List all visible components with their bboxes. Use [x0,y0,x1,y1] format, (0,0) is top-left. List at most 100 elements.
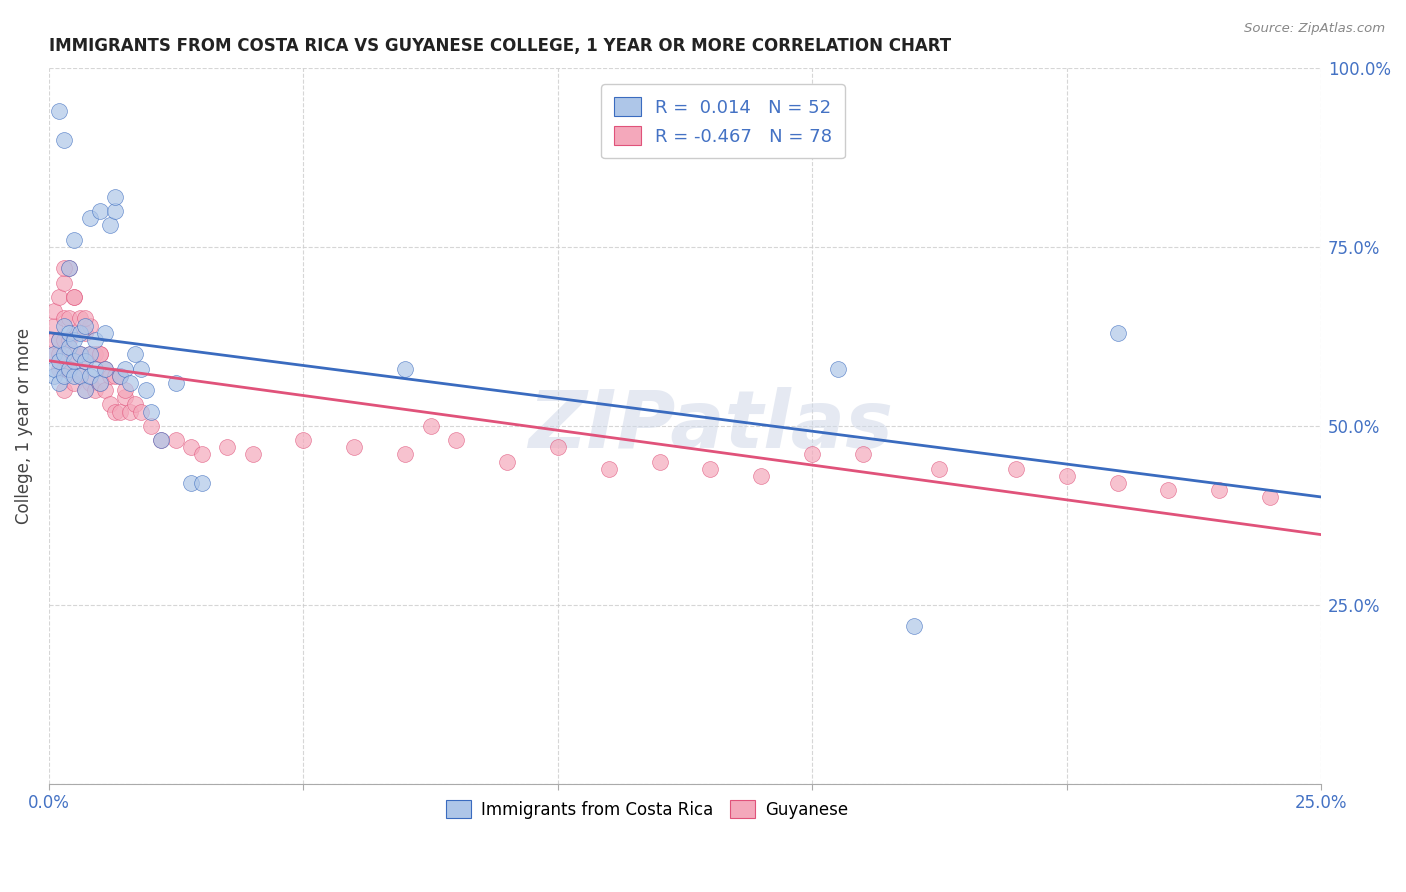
Point [83,383,105,397]
Point [58,261,80,276]
Point [79,368,101,383]
Point [165,433,187,447]
Point [83,347,105,361]
Point [165,376,187,390]
Point [120,404,142,418]
Point [1107,476,1129,491]
Point [98,368,121,383]
Point [48,376,70,390]
Point [215,440,238,454]
Point [343,440,366,454]
Point [83,333,105,347]
Point [108,404,131,418]
Point [180,440,202,454]
Point [58,333,80,347]
Point [94,361,117,376]
Point [48,103,70,118]
Point [69,347,91,361]
Point [63,347,86,361]
Point [53,383,76,397]
Point [42,368,65,383]
Point [89,376,111,390]
Text: ZIPatlas: ZIPatlas [529,387,893,465]
Point [139,418,162,433]
Point [648,455,671,469]
Point [79,376,101,390]
Point [42,347,65,361]
Point [801,448,824,462]
Point [48,290,70,304]
Point [48,333,70,347]
Point [108,368,131,383]
Point [547,440,569,454]
Point [98,397,121,411]
Point [94,361,117,376]
Point [42,347,65,361]
Point [104,190,127,204]
Point [63,326,86,340]
Point [63,376,86,390]
Point [89,347,111,361]
Point [129,404,152,418]
Point [73,326,96,340]
Point [73,383,96,397]
Point [89,204,111,219]
Point [98,219,121,233]
Point [699,462,721,476]
Point [1258,491,1281,505]
Point [496,455,519,469]
Point [73,354,96,368]
Point [69,311,91,326]
Point [1004,462,1026,476]
Point [1056,469,1078,483]
Point [242,448,264,462]
Point [42,333,65,347]
Point [42,304,65,318]
Point [58,326,80,340]
Point [94,383,117,397]
Point [827,361,849,376]
Point [53,368,76,383]
Point [1208,483,1230,498]
Point [48,347,70,361]
Text: IMMIGRANTS FROM COSTA RICA VS GUYANESE COLLEGE, 1 YEAR OR MORE CORRELATION CHART: IMMIGRANTS FROM COSTA RICA VS GUYANESE C… [49,37,950,55]
Point [124,397,146,411]
Point [598,462,620,476]
Point [852,448,875,462]
Y-axis label: College, 1 year or more: College, 1 year or more [15,327,32,524]
Point [94,326,117,340]
Point [73,383,96,397]
Point [135,383,157,397]
Point [104,204,127,219]
Point [394,361,416,376]
Point [104,368,127,383]
Point [53,361,76,376]
Point [928,462,950,476]
Point [73,354,96,368]
Point [63,354,86,368]
Point [83,361,105,376]
Point [58,361,80,376]
Point [58,261,80,276]
Point [108,368,131,383]
Point [120,376,142,390]
Point [79,318,101,333]
Point [89,347,111,361]
Point [69,368,91,383]
Point [48,361,70,376]
Point [89,376,111,390]
Point [190,448,212,462]
Point [53,311,76,326]
Point [749,469,772,483]
Point [114,383,136,397]
Point [58,311,80,326]
Point [180,476,202,491]
Point [444,433,467,447]
Point [104,404,127,418]
Point [292,433,315,447]
Point [48,333,70,347]
Point [190,476,212,491]
Point [53,318,76,333]
Point [69,326,91,340]
Point [149,433,172,447]
